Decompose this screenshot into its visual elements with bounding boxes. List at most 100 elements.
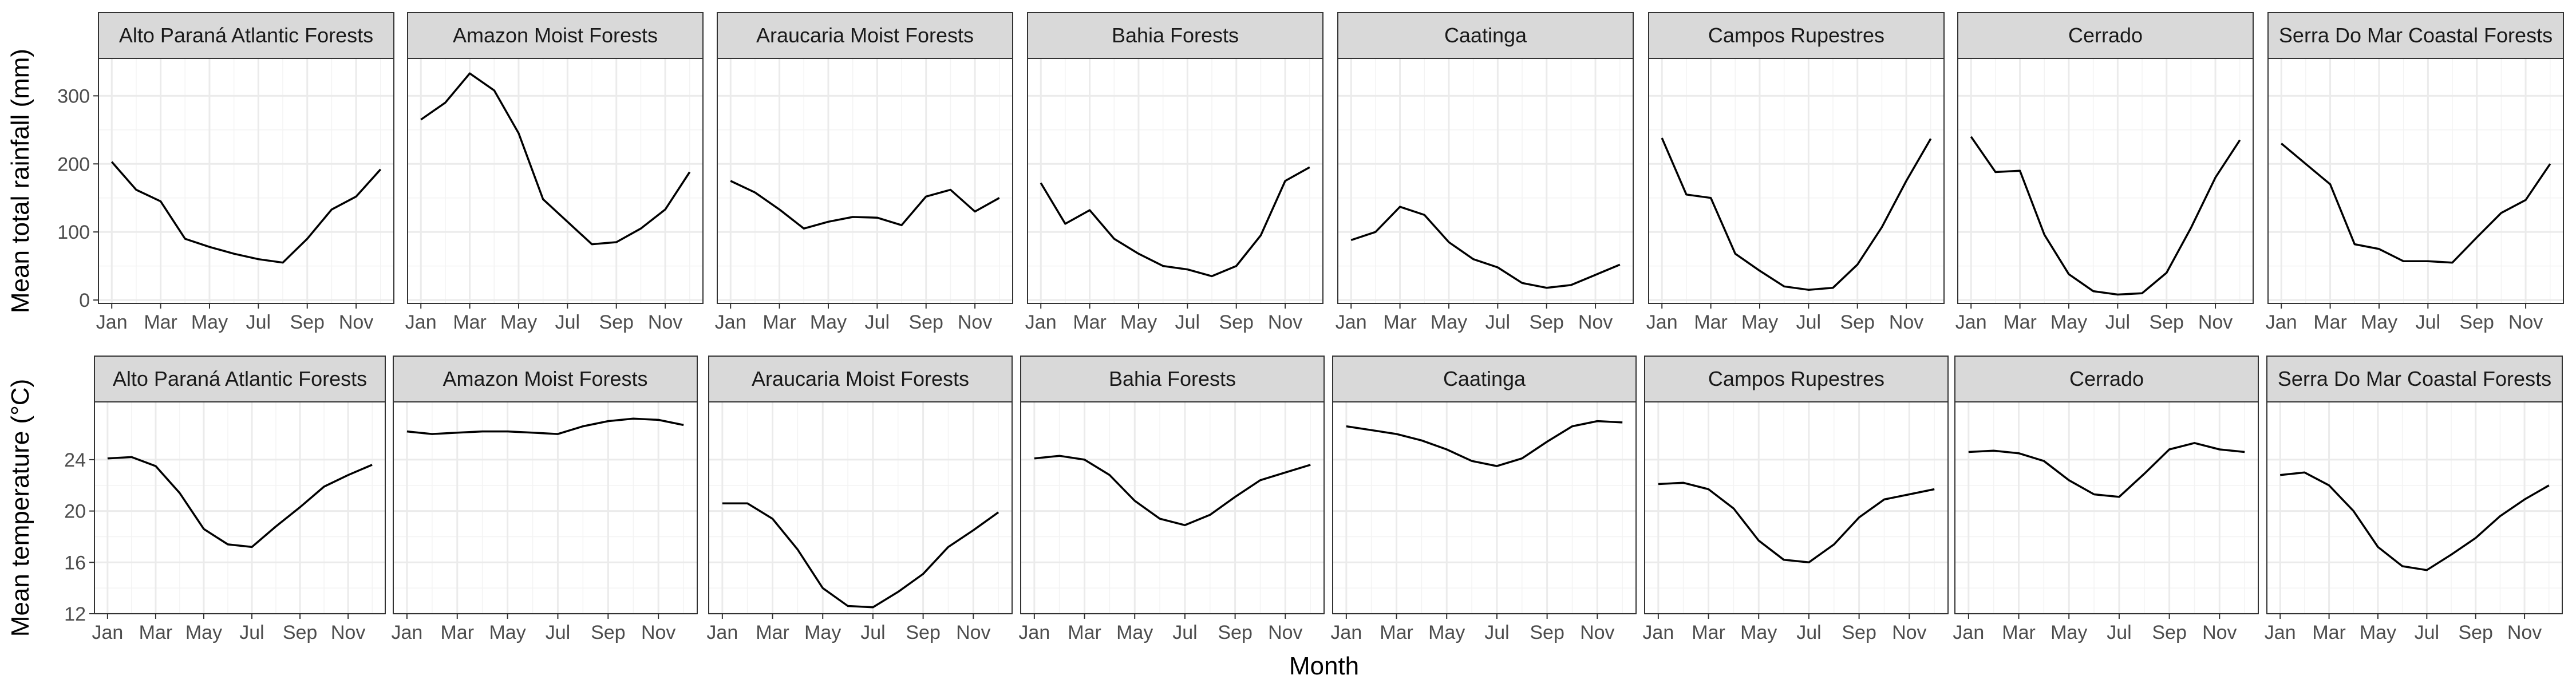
row2-alto-parana-atlantic-forests-y-tick-label: 20 (64, 501, 86, 523)
row2-bahia-forests-panel-border (1020, 401, 1325, 614)
row1-araucaria-moist-forests-panel-bg (717, 58, 1013, 303)
row1-amazon-moist-forests-x-tick-label: Jan (405, 311, 437, 333)
row1-amazon-moist-forests-strip-label: Amazon Moist Forests (453, 23, 658, 47)
y-axis-title-temperature: Mean temperature (°C) (6, 379, 34, 637)
row1-amazon-moist-forests-x-tick-label: Mar (453, 311, 487, 333)
row2-serra-do-mar-coastal-forests-x-tick-label: May (2360, 622, 2396, 643)
row2-caatinga-strip (1332, 356, 1637, 402)
row2-campos-rupestres-panel-border (1644, 401, 1949, 614)
row1-bahia-forests-x-tick-label: May (1120, 311, 1157, 333)
row2-amazon-moist-forests-strip (393, 356, 698, 402)
row2-alto-parana-atlantic-forests-y-tick-label: 24 (64, 449, 86, 471)
row1-campos-rupestres-x-tick-label: Nov (1889, 311, 1923, 333)
row2-araucaria-moist-forests-x-tick-label: Sep (906, 622, 941, 643)
row1-araucaria-moist-forests-panel-border (717, 58, 1013, 304)
row1-araucaria-moist-forests-x-tick-label: Nov (958, 311, 992, 333)
row1-bahia-forests-panel: Bahia Forests Jan Mar May Jul Sep Nov (1025, 12, 1323, 333)
row1-amazon-moist-forests-x-tick-label: Nov (648, 311, 682, 333)
row2-caatinga-panel-border (1332, 401, 1637, 614)
row2-araucaria-moist-forests-panel-bg (709, 402, 1012, 614)
row2-amazon-moist-forests-panel-border (393, 401, 698, 614)
row2-alto-parana-atlantic-forests-y-tick-label: 16 (64, 552, 86, 574)
row1-alto-parana-atlantic-forests-strip-label: Alto Paraná Atlantic Forests (119, 23, 373, 47)
row2-serra-do-mar-coastal-forests-panel: Serra Do Mar Coastal Forests Jan Mar May Jul… (2265, 356, 2563, 643)
row1-caatinga-panel-border (1337, 58, 1634, 304)
row2-caatinga-strip-label: Caatinga (1443, 367, 1526, 390)
row2-serra-do-mar-coastal-forests-x-tick-label: Nov (2507, 622, 2542, 643)
row1-araucaria-moist-forests-x-tick-label: Mar (762, 311, 796, 333)
row2-serra-do-mar-coastal-forests-line (2280, 471, 2550, 571)
row2-campos-rupestres-strip (1644, 356, 1949, 402)
row1-campos-rupestres-x-tick-label: Jul (1796, 311, 1821, 333)
row1-campos-rupestres-panel: Campos Rupestres Jan Mar May Jul Sep Nov (1646, 12, 1945, 333)
row2-amazon-moist-forests-panel: Amazon Moist Forests Jan Mar May Jul Sep Nov (391, 356, 698, 643)
row2-amazon-moist-forests-x-tick-label: Mar (440, 622, 474, 643)
row1-serra-do-mar-coastal-forests-line (2281, 143, 2551, 264)
row2-araucaria-moist-forests-strip-label: Araucaria Moist Forests (752, 367, 969, 390)
row2-amazon-moist-forests-x-tick-label: Sep (591, 622, 626, 643)
row2-araucaria-moist-forests-strip (708, 356, 1013, 402)
row2-caatinga-x-tick-label: Jul (1484, 622, 1509, 643)
row1-caatinga-line (1350, 206, 1621, 289)
row2-alto-parana-atlantic-forests-line (107, 456, 373, 548)
row1-alto-parana-atlantic-forests-x-tick-label: May (191, 311, 228, 333)
row1-caatinga-x-tick-label: Sep (1529, 311, 1564, 333)
row1-cerrado-x-tick-label: Nov (2198, 311, 2233, 333)
row2-campos-rupestres-x-tick-label: May (1740, 622, 1777, 643)
row1-alto-parana-atlantic-forests-y-tick-label: 100 (57, 222, 90, 243)
row1-bahia-forests-x-tick-label: Jul (1175, 311, 1200, 333)
row2-caatinga-panel-bg (1333, 402, 1636, 614)
row2-campos-rupestres-strip-label: Campos Rupestres (1708, 367, 1884, 390)
row1-cerrado-x-tick-label: Jul (2105, 311, 2130, 333)
row2-cerrado-strip (1954, 356, 2259, 402)
row2-serra-do-mar-coastal-forests-panel-bg (2267, 402, 2562, 614)
row2-campos-rupestres-x-tick-label: Jan (1642, 622, 1674, 643)
row1-alto-parana-atlantic-forests-y-tick-label: 300 (57, 85, 90, 107)
row1-caatinga-x-tick-label: Jan (1336, 311, 1367, 333)
row1-serra-do-mar-coastal-forests-x-tick-label: Mar (2313, 311, 2347, 333)
row1-araucaria-moist-forests-line (730, 180, 1000, 230)
row2-bahia-forests-panel-bg (1021, 402, 1324, 614)
row2-serra-do-mar-coastal-forests-x-tick-label: Mar (2312, 622, 2346, 643)
row2-bahia-forests-x-tick-label: May (1116, 622, 1153, 643)
row2-araucaria-moist-forests-x-tick-label: Jul (860, 622, 885, 643)
row2-alto-parana-atlantic-forests-x-tick-label: Jul (239, 622, 264, 643)
row1-alto-parana-atlantic-forests-x-tick-label: Jan (96, 311, 128, 333)
row2-campos-rupestres-x-tick-label: Nov (1892, 622, 1926, 643)
row1-bahia-forests-strip (1027, 12, 1323, 59)
row2-bahia-forests-strip (1020, 356, 1325, 402)
row1-caatinga-x-tick-label: Jul (1485, 311, 1510, 333)
row1-bahia-forests-panel-border (1027, 58, 1323, 304)
row1-cerrado-strip-label: Cerrado (2068, 23, 2143, 47)
row1-caatinga-panel: Caatinga Jan Mar May Jul Sep Nov (1336, 12, 1634, 333)
row1-bahia-forests-strip-label: Bahia Forests (1112, 23, 1239, 47)
row2-alto-parana-atlantic-forests-x-tick-label: Jan (92, 622, 123, 643)
row2-araucaria-moist-forests-panel: Araucaria Moist Forests Jan Mar May Jul Sep No… (706, 356, 1013, 643)
row2-amazon-moist-forests-x-tick-label: Jul (546, 622, 570, 643)
row1-campos-rupestres-line (1661, 137, 1932, 291)
row2-alto-parana-atlantic-forests-panel-border (94, 401, 386, 614)
row2-serra-do-mar-coastal-forests-x-tick-label: Jul (2415, 622, 2439, 643)
row1-campos-rupestres-panel-bg (1649, 58, 1944, 303)
row2-cerrado-x-tick-label: Jul (2107, 622, 2131, 643)
row1-alto-parana-atlantic-forests-x-tick-label: Nov (339, 311, 373, 333)
row2-caatinga-line (1346, 420, 1623, 467)
row1-amazon-moist-forests-x-tick-label: Jul (555, 311, 580, 333)
row1-alto-parana-atlantic-forests-panel: Alto Paraná Atlantic Forests Jan Mar May Jul… (57, 12, 394, 333)
row1-amazon-moist-forests-panel-border (407, 58, 704, 304)
row1-amazon-moist-forests-strip (407, 12, 704, 59)
row1-serra-do-mar-coastal-forests-x-tick-label: Sep (2459, 311, 2494, 333)
row2-amazon-moist-forests-strip-label: Amazon Moist Forests (442, 367, 647, 390)
row1-bahia-forests-x-tick-label: Sep (1219, 311, 1254, 333)
row1-caatinga-strip (1337, 12, 1634, 59)
row1-serra-do-mar-coastal-forests-panel-bg (2268, 58, 2563, 303)
row1-campos-rupestres-x-tick-label: Mar (1694, 311, 1728, 333)
row2-amazon-moist-forests-x-tick-label: Jan (391, 622, 422, 643)
row1-alto-parana-atlantic-forests-x-tick-label: Mar (144, 311, 177, 333)
row2-bahia-forests-strip-label: Bahia Forests (1109, 367, 1236, 390)
row2-alto-parana-atlantic-forests-y-tick-label: 12 (64, 603, 86, 625)
row1-campos-rupestres-x-tick-label: May (1741, 311, 1778, 333)
row2-serra-do-mar-coastal-forests-panel-border (2266, 401, 2563, 614)
row1-serra-do-mar-coastal-forests-panel: Serra Do Mar Coastal Forests Jan Mar May Jul… (2266, 12, 2564, 333)
